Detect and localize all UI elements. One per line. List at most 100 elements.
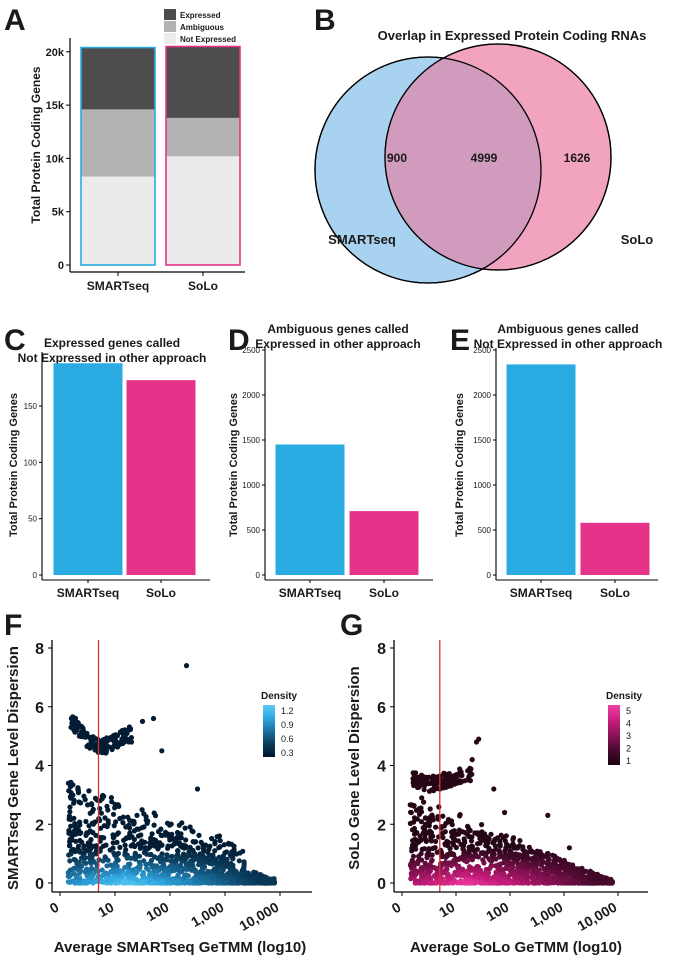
panel-g-point — [420, 830, 426, 836]
panel-d-bar-smartseq — [275, 444, 345, 575]
panel-g-point — [448, 851, 454, 858]
panel-f-point — [100, 858, 106, 864]
panel-g-point — [456, 870, 462, 876]
panel-g-point — [428, 838, 434, 844]
panel-f-point — [217, 844, 223, 850]
panel-f-point — [158, 832, 164, 838]
panel-f-point — [170, 858, 176, 864]
panel-f-point — [216, 860, 223, 866]
panel-f-point — [212, 841, 218, 847]
panel-g-point — [477, 840, 483, 846]
panel-f-point — [224, 856, 230, 862]
panel-e-title-line2: Not Expressed in other approach — [474, 337, 663, 351]
panel-f-point — [120, 879, 126, 885]
panel-f-point — [85, 802, 91, 808]
panel-f-legend-title: Density — [261, 691, 298, 702]
panel-f-point — [143, 847, 149, 853]
panel-f-point — [104, 877, 110, 883]
panel-g-point — [492, 836, 498, 843]
panel-g-ytick-label: 6 — [377, 700, 386, 717]
panel-a-legend-label: Not Expressed — [180, 35, 236, 44]
panel-f-point — [134, 877, 140, 883]
panel-f-point — [152, 843, 158, 849]
panel-f-point — [140, 880, 146, 886]
panel-f-point — [108, 795, 114, 801]
panel-f-point — [89, 802, 95, 808]
panel-g-point — [523, 849, 529, 855]
panel-g-point — [436, 804, 442, 810]
panel-f-point — [110, 832, 116, 838]
panel-f-point — [212, 848, 218, 854]
panel-f-xtick-label: 10 — [95, 899, 117, 921]
panel-f-point — [72, 729, 78, 735]
panel-f-point — [196, 832, 202, 839]
panel-g-point — [568, 868, 574, 875]
panel-e-xtick-label: SoLo — [600, 586, 630, 600]
panel-f-point — [101, 823, 107, 829]
panel-f-point — [237, 878, 243, 885]
panel-g-point — [556, 880, 562, 886]
panel-c-bar-smartseq — [53, 363, 123, 575]
panel-g-point — [558, 861, 564, 867]
panel-g-point — [590, 870, 596, 876]
panel-g-point — [410, 776, 416, 782]
panel-g-point — [570, 862, 576, 868]
panel-f-point — [163, 831, 169, 837]
panel-e-bar-chart: Ambiguous genes called Not Expressed in … — [454, 322, 662, 600]
panel-g-point — [426, 788, 433, 794]
panel-f-point — [182, 825, 188, 831]
panel-g-point — [422, 880, 428, 886]
panel-f-point — [86, 788, 92, 794]
panel-g-point — [421, 799, 427, 805]
panel-f-point — [165, 854, 171, 860]
panel-f-point — [114, 831, 120, 837]
panel-e-ytick-label: 2500 — [473, 346, 491, 355]
panel-letter-a: A — [4, 4, 26, 37]
panel-f-point — [148, 857, 155, 864]
panel-f-point — [71, 800, 77, 806]
panel-f-point — [81, 880, 87, 886]
panel-g-point — [455, 864, 461, 870]
panel-g-point — [414, 779, 420, 786]
panel-f-point — [149, 831, 155, 837]
panel-f-point — [265, 879, 271, 886]
panel-g-point — [509, 860, 516, 866]
panel-f-point — [78, 855, 85, 861]
panel-f-ytick-label: 8 — [35, 641, 44, 658]
panel-g-point — [436, 773, 442, 780]
panel-f-point — [174, 856, 180, 862]
panel-f-legend-label: 0.9 — [281, 720, 294, 730]
panel-g-point — [591, 880, 597, 886]
panel-a-xtick-label: SMARTseq — [87, 279, 149, 293]
panel-g-point — [496, 876, 502, 882]
panel-g-point — [466, 773, 472, 779]
panel-f-point — [163, 868, 169, 874]
panel-f-point — [132, 852, 138, 859]
panel-f-point — [88, 875, 94, 881]
panel-f-point — [81, 733, 87, 739]
panel-g-point — [462, 830, 468, 836]
panel-g-point — [512, 874, 518, 880]
panel-d-bar-solo — [349, 511, 419, 575]
panel-f-point — [87, 745, 93, 751]
panel-g-point — [501, 872, 507, 878]
panel-f-point — [65, 780, 71, 786]
panel-a-ytick-label: 5k — [52, 207, 65, 219]
panel-f-point — [125, 869, 131, 876]
panel-f-point — [236, 858, 242, 864]
panel-f-point — [66, 830, 72, 836]
panel-g-point — [474, 853, 480, 859]
panel-f-point — [228, 877, 235, 883]
panel-g-point — [546, 857, 552, 863]
panel-g-point — [497, 843, 503, 849]
panel-g-point — [556, 876, 562, 882]
panel-f-point — [223, 849, 230, 855]
panel-f-points — [65, 663, 278, 886]
panel-g-point — [480, 857, 486, 863]
panel-f-point — [141, 824, 147, 830]
panel-g-point — [525, 861, 531, 867]
panel-f-point — [177, 862, 183, 868]
panel-f-point — [74, 829, 81, 835]
panel-f-point — [217, 838, 223, 844]
panel-f-point — [199, 876, 205, 882]
